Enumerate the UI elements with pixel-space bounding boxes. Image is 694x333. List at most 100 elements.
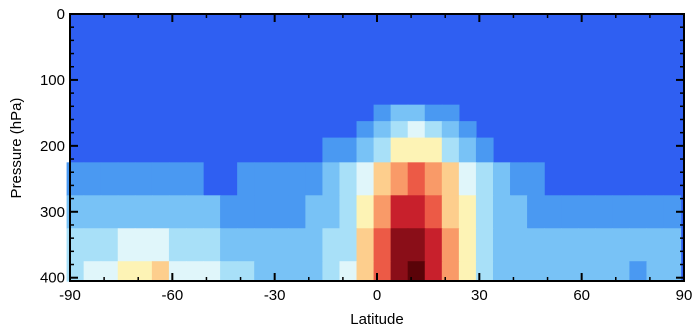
heatmap-cell [83, 228, 102, 262]
heatmap-cell [527, 162, 545, 196]
y-axis-title: Pressure (hPa) [8, 98, 25, 199]
heatmap-cell [424, 261, 443, 282]
heatmap-cell [168, 162, 187, 196]
heatmap-cell [271, 195, 289, 229]
heatmap-cell [305, 162, 324, 196]
heatmap-cell [424, 104, 443, 122]
heatmap-cell [373, 137, 392, 163]
heatmap-cell [100, 228, 119, 262]
heatmap-cell [407, 261, 426, 282]
heatmap-cell [373, 121, 392, 139]
heatmap-cell [492, 261, 511, 282]
heatmap-cell [83, 195, 102, 229]
heatmap-cell [356, 137, 375, 163]
heatmap-cell [475, 228, 494, 262]
heatmap-cell [339, 195, 358, 229]
heatmap-cell [100, 162, 119, 196]
heatmap-cell [441, 162, 460, 196]
heatmap-cell [629, 228, 648, 262]
heatmap-cell [203, 195, 221, 229]
heatmap-cell [492, 228, 511, 262]
heatmap-cell [578, 261, 596, 282]
heatmap-cell [237, 195, 255, 229]
heatmap-cell [407, 228, 426, 262]
heatmap-cell [322, 261, 341, 282]
heatmap-cell [288, 162, 306, 196]
heatmap-cell [254, 162, 272, 196]
heatmap-cell [373, 195, 392, 229]
heatmap-cell [424, 121, 443, 139]
heatmap-cell [373, 104, 392, 122]
heatmap-cell [390, 137, 409, 163]
y-tick-label: 400 [40, 270, 65, 287]
heatmap-cell [424, 137, 443, 163]
heatmap-cell [339, 162, 358, 196]
heatmap-cell [134, 195, 153, 229]
heatmap-cell [339, 261, 358, 282]
heatmap-cell [134, 261, 153, 282]
heatmap-cell [458, 228, 477, 262]
heatmap-cell [288, 261, 306, 282]
x-tick-label: -90 [59, 287, 81, 304]
x-tick-label: 60 [573, 287, 590, 304]
heatmap-cell [220, 261, 238, 282]
heatmap-cell [663, 261, 682, 282]
y-tick-label: 200 [40, 138, 65, 155]
heatmap-cell [66, 162, 85, 196]
heatmap-cell [441, 104, 460, 122]
heatmap-cell [356, 162, 375, 196]
heatmap-cell [441, 261, 460, 282]
heatmap-cell [475, 137, 494, 163]
heatmap-cell [612, 228, 631, 262]
heatmap-cell [390, 121, 409, 139]
heatmap-cell [595, 261, 613, 282]
heatmap-cell [373, 228, 392, 262]
x-axis-title: Latitude [350, 311, 403, 328]
heatmap-cell [390, 162, 409, 196]
heatmap-cell [390, 195, 409, 229]
heatmap-cell [561, 228, 579, 262]
heatmap-cell [373, 261, 392, 282]
heatmap-cell [271, 162, 289, 196]
heatmap-cell [322, 162, 341, 196]
heatmap-cell [510, 228, 528, 262]
x-tick-label: 90 [676, 287, 693, 304]
heatmap-cell [254, 195, 272, 229]
heatmap-cell [424, 195, 443, 229]
heatmap-cell [390, 261, 409, 282]
heatmap-cell [407, 121, 426, 139]
heatmap-cell [356, 195, 375, 229]
heatmap-cell [629, 195, 648, 229]
heatmap-cell [83, 162, 102, 196]
heatmap-cell [527, 195, 545, 229]
heatmap-cell [305, 228, 324, 262]
heatmap-cell [66, 228, 85, 262]
heatmap-cell [117, 162, 136, 196]
heatmap-cell [407, 195, 426, 229]
x-tick-label: -30 [264, 287, 286, 304]
heatmap-cell [237, 261, 255, 282]
heatmap-cell [66, 261, 85, 282]
heatmap-cell [203, 228, 221, 262]
heatmap-cell [288, 195, 306, 229]
heatmap-cell [663, 195, 682, 229]
heatmap-cell [646, 228, 665, 262]
heatmap-cell [254, 228, 272, 262]
plot-area [66, 14, 684, 282]
heatmap-cell [305, 261, 324, 282]
heatmap-cell [356, 261, 375, 282]
heatmap-cell [612, 195, 631, 229]
heatmap-cell [117, 261, 136, 282]
heatmap-cell [663, 228, 682, 262]
heatmap-cell [100, 195, 119, 229]
heatmap-cell [424, 162, 443, 196]
heatmap-cell [458, 162, 477, 196]
heatmap-cell [288, 228, 306, 262]
heatmap-cell [441, 137, 460, 163]
heatmap-cell [578, 195, 596, 229]
heatmap-cell [527, 228, 545, 262]
heatmap-cell [407, 104, 426, 122]
heatmap-cell [373, 162, 392, 196]
heatmap-cell [510, 261, 528, 282]
heatmap-cell [220, 195, 238, 229]
